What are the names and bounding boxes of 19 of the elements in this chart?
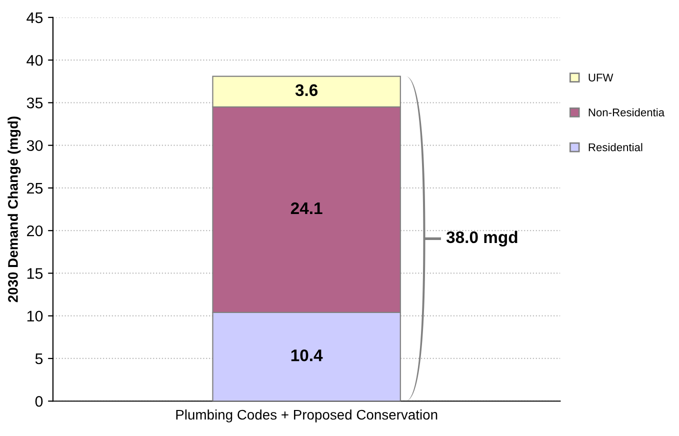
y-tick-label: 40 (26, 54, 43, 66)
y-tick-label: 0 (35, 396, 43, 407)
y-axis-title: 2030 Demand Change (mgd) (8, 116, 21, 302)
y-tick-label: 25 (27, 182, 43, 194)
total-label: 38.0 mgd (446, 230, 518, 246)
y-tick-label: 10 (27, 310, 43, 322)
y-tick-label: 35 (26, 98, 43, 108)
legend-label: UFW (588, 74, 614, 82)
y-tick-label: 20 (27, 225, 43, 236)
y-tick-label: 30 (26, 140, 43, 152)
data-label: 24.1 (290, 202, 322, 214)
x-tick-label: Plumbing Codes + Proposed Conservation (176, 409, 438, 422)
y-tick-label: 45 (26, 12, 43, 24)
legend-label: Non-Residentia (588, 108, 665, 116)
y-tick-label: 15 (27, 268, 43, 279)
y-tick-label: 5 (35, 354, 43, 364)
data-label: 10.4 (291, 349, 323, 362)
data-label: 3.6 (295, 84, 318, 96)
legend-label: Residential (588, 143, 642, 152)
